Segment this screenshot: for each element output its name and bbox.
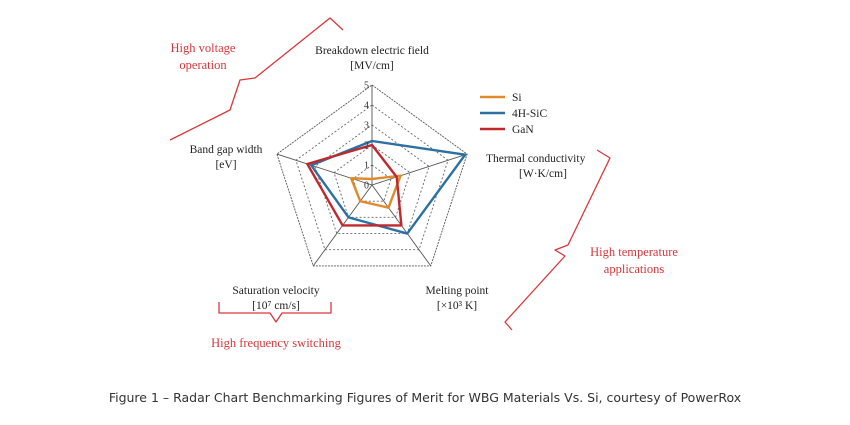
- grid-ring-2: [333, 144, 411, 218]
- radar-tick-labels: 0 1 2 3 4 5: [364, 81, 369, 192]
- tick-label-4: 4: [364, 101, 369, 112]
- annotation-high-voltage-line2: operation: [179, 58, 227, 72]
- figure-caption: Figure 1 – Radar Chart Benchmarking Figu…: [108, 390, 742, 405]
- tick-label-0: 0: [364, 181, 369, 192]
- grid-spoke-1: [371, 153, 468, 186]
- radar-series: [306, 139, 467, 235]
- legend-label-gan: GaN: [512, 124, 534, 136]
- tick-label-3: 3: [364, 121, 369, 132]
- tick-label-5: 5: [364, 81, 369, 92]
- grid-spoke-4: [276, 153, 373, 186]
- axis-label-bandgap: Band gap width: [190, 144, 263, 156]
- axis-unit-saturation: [10⁷ cm/s]: [252, 300, 300, 312]
- axis-label-thermal: Thermal conductivity: [486, 153, 586, 165]
- radar-grid: [276, 84, 468, 267]
- axis-unit-bandgap: [eV]: [215, 159, 236, 171]
- axis-unit-thermal: [W·K/cm]: [519, 168, 567, 180]
- axis-label-breakdown: Breakdown electric field: [315, 45, 429, 57]
- brace-high-frequency: [218, 302, 332, 323]
- annotation-high-voltage-line1: High voltage: [171, 41, 236, 55]
- grid-ring-1: [352, 164, 392, 202]
- legend-label-sic: 4H-SiC: [512, 108, 547, 120]
- annotation-high-temp-line2: applications: [604, 262, 665, 276]
- axis-label-saturation: Saturation velocity: [232, 285, 319, 297]
- brace-high-voltage: [169, 17, 344, 141]
- axis-unit-breakdown: [MV/cm]: [350, 60, 393, 72]
- annotation-high-frequency: High frequency switching: [211, 336, 342, 350]
- annotation-high-temp-line1: High temperature: [590, 245, 678, 259]
- axis-unit-melting: [×10³ K]: [437, 300, 477, 312]
- legend-label-si: Si: [512, 92, 522, 104]
- chart-legend: Si 4H-SiC GaN: [480, 92, 547, 136]
- tick-label-1: 1: [364, 161, 369, 172]
- axis-label-melting: Melting point: [426, 285, 490, 297]
- series-gan: [306, 143, 403, 227]
- brace-high-temperature: [504, 149, 611, 331]
- grid-ring-5: [276, 84, 468, 267]
- tick-label-2: 2: [364, 141, 369, 152]
